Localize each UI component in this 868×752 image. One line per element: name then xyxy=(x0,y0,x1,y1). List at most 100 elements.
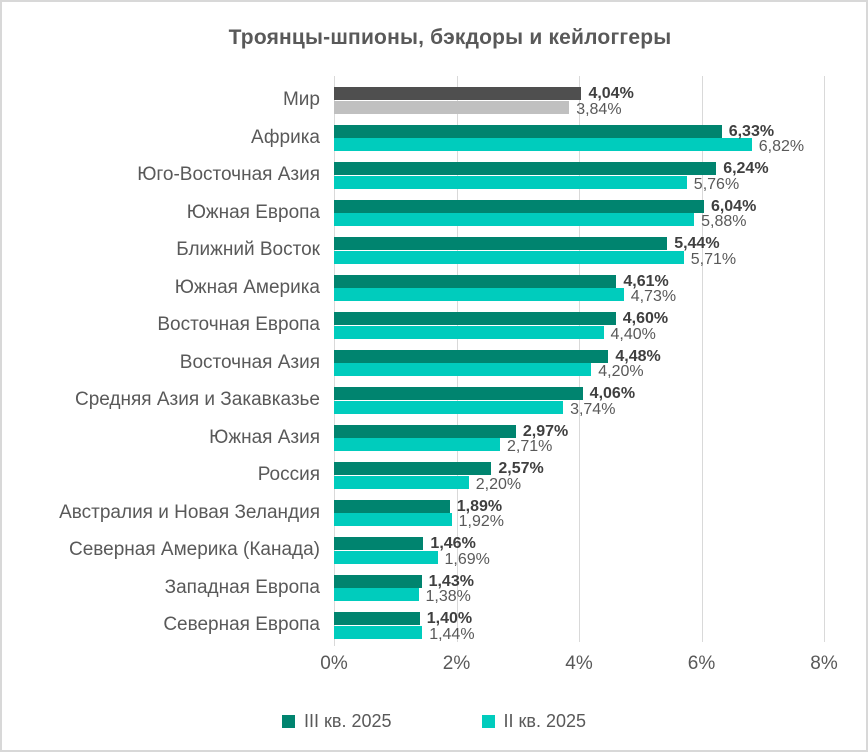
category-row: Северная Европа 1,40% 1,44% xyxy=(2,603,866,643)
category-label: Восточная Азия xyxy=(179,351,320,373)
category-row: Восточная Азия 4,48% 4,20% xyxy=(2,341,866,381)
value-label-q2-2025: 4,73% xyxy=(630,288,677,305)
value-label-q3-2025: 1,43% xyxy=(428,572,474,590)
x-axis-tick-label: 8% xyxy=(810,653,838,674)
category-row: Африка 6,33% 6,82% xyxy=(2,116,866,156)
legend-item-q3-2025: III кв. 2025 xyxy=(282,711,392,732)
value-label-q2-2025: 4,40% xyxy=(610,325,656,343)
value-label-q3-2025: 1,46% xyxy=(430,535,476,552)
value-label-q2-2025: 1,92% xyxy=(458,513,504,530)
bar-q2-2025 xyxy=(334,288,624,301)
bar-q3-2025 xyxy=(334,612,420,625)
value-label-q3-2025: 4,48% xyxy=(615,347,661,365)
value-label-q3-2025: 1,40% xyxy=(426,610,473,627)
legend-label: III кв. 2025 xyxy=(304,710,392,731)
bar-q3-2025 xyxy=(334,387,583,400)
value-label-q2-2025: 2,71% xyxy=(506,438,553,455)
value-label-q2-2025: 5,76% xyxy=(693,175,740,193)
bar-q2-2025 xyxy=(334,475,469,489)
value-label-q3-2025: 6,33% xyxy=(728,122,775,140)
value-label-q3-2025: 4,60% xyxy=(622,310,669,327)
gridline-6% xyxy=(701,76,703,642)
category-row: Южная Европа 6,04% 5,88% xyxy=(2,191,866,231)
bar-q2-2025 xyxy=(334,588,419,601)
x-axis-tick-label: 2% xyxy=(442,653,471,674)
value-label-q2-2025: 1,38% xyxy=(425,588,471,605)
bar-q2-2025 xyxy=(334,250,684,264)
category-label: Ближний Восток xyxy=(176,239,320,260)
legend: III кв. 2025 II кв. 2025 xyxy=(2,708,866,734)
x-axis-tick-label: 0% xyxy=(320,653,348,674)
legend-swatch-icon xyxy=(282,714,295,728)
bar-q3-2025 xyxy=(334,237,668,250)
value-label-q3-2025: 6,04% xyxy=(710,197,757,215)
category-label: Россия xyxy=(257,464,320,485)
bar-q3-2025 xyxy=(334,499,450,513)
legend-label: II кв. 2025 xyxy=(503,710,587,731)
value-label-q3-2025: 6,24% xyxy=(723,160,769,177)
category-row: Северная Америка (Канада) 1,46% 1,69% xyxy=(2,528,866,568)
value-label-q2-2025: 1,69% xyxy=(444,550,490,568)
category-label: Восточная Европа xyxy=(157,314,320,335)
category-row: Юго-Восточная Азия 6,24% 5,76% xyxy=(2,153,866,193)
category-row: Мир 4,04% 3,84% xyxy=(2,78,866,118)
bar-q3-2025 xyxy=(334,274,617,288)
x-axis-tick-label: 6% xyxy=(687,653,716,674)
value-label-q3-2025: 2,97% xyxy=(522,422,569,440)
gridline-8% xyxy=(824,76,825,642)
bar-q3-2025 xyxy=(334,462,492,475)
value-label-q2-2025: 3,84% xyxy=(576,100,622,118)
category-row: Средняя Азия и Закавказье 4,06% 3,74% xyxy=(2,378,866,418)
value-label-q2-2025: 5,88% xyxy=(701,213,747,230)
bar-q3-2025 xyxy=(334,537,424,550)
bar-q3-2025 xyxy=(334,124,722,138)
category-label: Юго-Восточная Азия xyxy=(137,164,320,185)
value-label-q3-2025: 2,57% xyxy=(498,460,544,477)
category-label: Австралия и Новая Зеландия xyxy=(59,501,320,523)
chart-title: Троянцы-шпионы, бэкдоры и кейлоггеры xyxy=(228,26,672,49)
value-label-q3-2025: 1,89% xyxy=(456,497,503,515)
value-label-q2-2025: 1,44% xyxy=(429,625,475,643)
x-axis-tick-label: 4% xyxy=(565,653,593,674)
bar-q3-2025 xyxy=(334,162,717,175)
category-label: Южная Европа xyxy=(186,201,320,223)
bar-q3-2025 xyxy=(334,574,422,588)
bar-q3-2025 xyxy=(334,349,609,363)
bar-q2-2025 xyxy=(334,100,570,114)
value-label-q2-2025: 2,20% xyxy=(475,475,522,493)
bar-q2-2025 xyxy=(334,513,452,526)
category-label: Западная Европа xyxy=(164,576,320,598)
category-label: Африка xyxy=(251,126,320,148)
value-label-q3-2025: 4,04% xyxy=(588,85,634,102)
bar-q3-2025 xyxy=(334,87,582,100)
category-row: Россия 2,57% 2,20% xyxy=(2,453,866,493)
category-row: Южная Америка 4,61% 4,73% xyxy=(2,266,866,306)
category-label: Северная Европа xyxy=(163,614,320,635)
legend-item-q2-2025: II кв. 2025 xyxy=(481,710,587,732)
value-label-q2-2025: 6,82% xyxy=(758,138,805,155)
value-label-q2-2025: 5,71% xyxy=(690,250,737,268)
bar-q2-2025 xyxy=(334,625,423,639)
category-row: Восточная Европа 4,60% 4,40% xyxy=(2,303,866,343)
category-row: Западная Европа 1,43% 1,38% xyxy=(2,566,866,606)
bar-q2-2025 xyxy=(334,175,687,189)
category-label: Мир xyxy=(282,89,320,110)
bar-q2-2025 xyxy=(334,550,438,564)
bar-q2-2025 xyxy=(334,363,592,376)
legend-swatch-icon xyxy=(481,714,495,728)
category-row: Ближний Восток 5,44% 5,71% xyxy=(2,228,866,268)
value-label-q2-2025: 3,74% xyxy=(570,400,616,418)
category-label: Северная Америка (Канада) xyxy=(69,539,320,560)
category-row: Южная Азия 2,97% 2,71% xyxy=(2,416,866,456)
category-row: Австралия и Новая Зеландия 1,89% 1,92% xyxy=(2,491,866,531)
value-label-q3-2025: 4,06% xyxy=(589,385,636,402)
value-label-q3-2025: 5,44% xyxy=(674,235,720,252)
bar-q3-2025 xyxy=(334,199,704,213)
bar-q2-2025 xyxy=(334,213,695,226)
bar-q3-2025 xyxy=(334,424,516,438)
value-label-q3-2025: 4,61% xyxy=(623,272,669,290)
category-label: Южная Азия xyxy=(209,426,320,448)
bar-q2-2025 xyxy=(334,438,500,451)
